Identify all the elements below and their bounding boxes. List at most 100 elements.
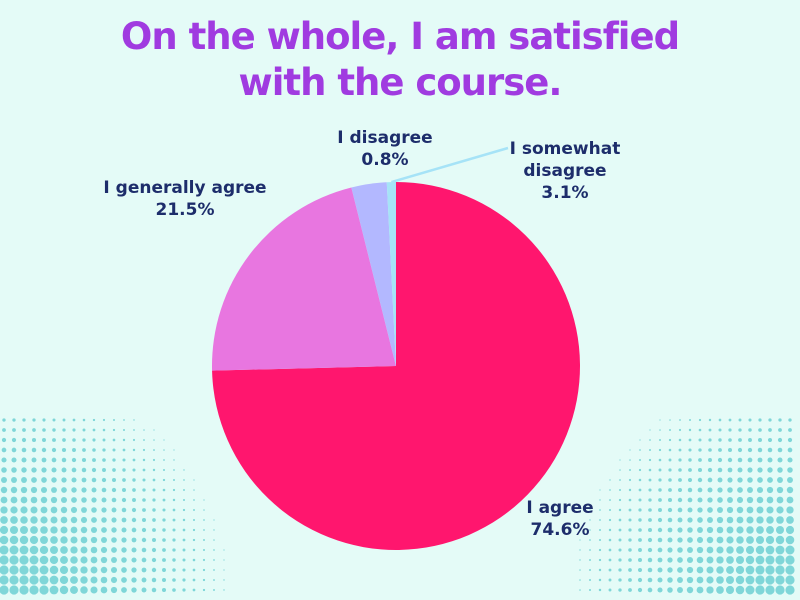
background-dot: [32, 428, 36, 432]
background-dot: [192, 578, 196, 582]
background-dot: [100, 556, 108, 564]
background-dot: [131, 527, 137, 533]
background-dot: [213, 589, 215, 591]
background-dot: [91, 477, 97, 483]
background-dot: [192, 528, 196, 532]
background-dot: [765, 535, 775, 545]
background-dot: [658, 448, 662, 452]
background-dot: [628, 578, 632, 582]
background-dot: [696, 576, 704, 584]
background-dot: [728, 438, 732, 442]
background-dot: [9, 565, 19, 575]
background-dot: [101, 507, 107, 513]
background-dot: [756, 506, 764, 514]
background-dot: [757, 457, 763, 463]
background-dot: [203, 499, 205, 501]
background-dot: [756, 516, 764, 524]
background-dot: [737, 457, 743, 463]
background-dot: [162, 498, 166, 502]
background-dot: [131, 537, 137, 543]
background-dot: [11, 457, 17, 463]
background-dot: [766, 506, 774, 514]
background-dot: [786, 506, 794, 514]
background-dot: [60, 546, 68, 554]
background-dot: [648, 458, 652, 462]
background-dot: [768, 418, 772, 422]
background-dot: [649, 429, 651, 431]
slice-i-agree: [212, 182, 581, 550]
background-dot: [60, 536, 68, 544]
background-dot: [589, 519, 591, 521]
background-dot: [657, 517, 663, 523]
background-dot: [61, 467, 67, 473]
background-dot: [667, 517, 673, 523]
background-dot: [776, 486, 784, 494]
background-dot: [172, 528, 176, 532]
background-dot: [81, 487, 87, 493]
background-dot: [0, 516, 8, 524]
background-dot: [172, 498, 176, 502]
background-dot: [61, 477, 67, 483]
background-dot: [658, 468, 662, 472]
background-dot: [9, 525, 19, 535]
background-dot: [638, 528, 642, 532]
background-dot: [745, 575, 755, 585]
label-i-agree-percent: 74.6%: [530, 520, 590, 540]
background-dot: [638, 538, 642, 542]
background-dot: [766, 486, 774, 494]
background-dot: [40, 516, 48, 524]
background-dot: [628, 568, 632, 572]
background-dot: [777, 467, 783, 473]
background-dot: [202, 558, 206, 562]
background-dot: [667, 577, 673, 583]
background-dot: [42, 438, 46, 442]
background-dot: [579, 589, 581, 591]
background-dot: [141, 557, 147, 563]
background-dot: [746, 536, 754, 544]
background-dot: [162, 528, 166, 532]
background-dot: [101, 487, 107, 493]
background-dot: [687, 477, 693, 483]
background-dot: [70, 546, 78, 554]
background-dot: [182, 558, 186, 562]
background-dot: [131, 577, 137, 583]
background-dot: [202, 568, 206, 572]
background-dot: [579, 579, 581, 581]
background-dot: [706, 556, 714, 564]
background-dot: [60, 516, 68, 524]
background-dot: [717, 497, 723, 503]
background-dot: [60, 496, 68, 504]
background-dot: [152, 458, 156, 462]
background-dot: [41, 447, 47, 453]
background-dot: [717, 477, 723, 483]
background-dot: [131, 557, 137, 563]
background-dot: [49, 575, 59, 585]
background-dot: [638, 468, 642, 472]
background-dot: [706, 566, 714, 574]
background-dot: [677, 537, 683, 543]
background-dot: [628, 548, 632, 552]
background-dot: [39, 575, 49, 585]
background-dot: [716, 576, 724, 584]
background-dot: [151, 557, 157, 563]
background-dot: [787, 467, 793, 473]
background-dot: [132, 458, 136, 462]
background-dot: [736, 516, 744, 524]
label-i-somewhat-disagree-line-1: I somewhat: [509, 139, 621, 159]
background-dot: [21, 477, 27, 483]
background-dot: [677, 527, 683, 533]
background-dot: [706, 546, 714, 554]
background-dot: [716, 556, 724, 564]
background-dot: [765, 585, 775, 595]
background-dot: [20, 486, 28, 494]
background-dot: [757, 447, 763, 453]
background-dot: [708, 458, 712, 462]
background-dot: [618, 558, 622, 562]
background-dot: [81, 457, 87, 463]
background-dot: [775, 575, 785, 585]
background-dot: [102, 428, 106, 432]
background-dot: [163, 459, 165, 461]
background-dot: [686, 566, 694, 574]
background-dot: [192, 548, 196, 552]
background-dot: [10, 486, 18, 494]
